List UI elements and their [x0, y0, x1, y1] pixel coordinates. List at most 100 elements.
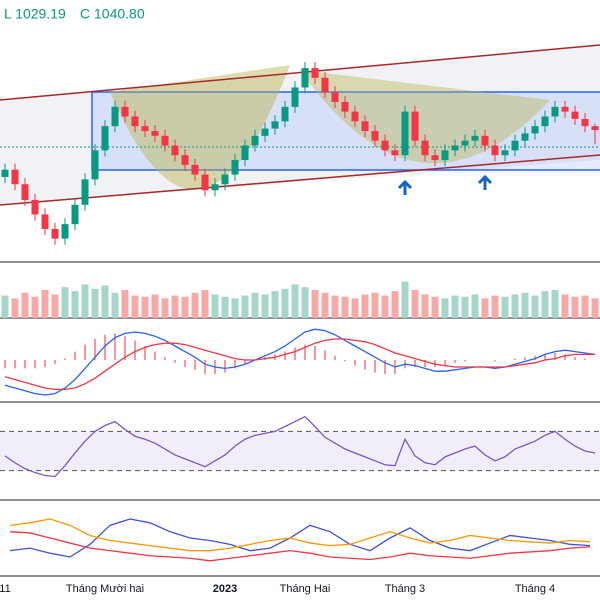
- volume-bar: [1, 295, 9, 318]
- candle-body: [341, 101, 349, 112]
- volume-bar: [391, 291, 399, 318]
- volume-bar: [91, 288, 99, 318]
- candle-body: [1, 169, 9, 177]
- volume-bar: [371, 292, 379, 318]
- candle-body: [331, 92, 339, 102]
- candle-body: [71, 204, 79, 225]
- volume-bar: [521, 292, 529, 318]
- volume-bar: [511, 294, 519, 318]
- volume-bar: [441, 298, 449, 318]
- volume-bar: [251, 292, 259, 318]
- volume-bar: [591, 298, 599, 318]
- candle-body: [521, 133, 529, 141]
- x-tick-label: Tháng 3: [385, 583, 425, 595]
- x-tick-label: Tháng Mười hai: [66, 583, 144, 595]
- candle-body: [241, 145, 249, 161]
- volume-bar: [231, 298, 239, 318]
- x-tick-label: 11: [0, 583, 11, 595]
- volume-bar: [81, 284, 89, 318]
- candle-body: [231, 160, 239, 175]
- volume-bar: [561, 294, 569, 318]
- candle-body: [41, 214, 49, 229]
- candle-body: [171, 145, 179, 156]
- volume-bar: [191, 292, 199, 318]
- volume-bar: [51, 294, 59, 318]
- indicator-line: [4, 338, 595, 391]
- volume-bar: [401, 281, 409, 318]
- candle-body: [121, 106, 129, 117]
- candle-body: [141, 126, 149, 131]
- volume-bar: [11, 298, 19, 318]
- candle-body: [101, 126, 109, 151]
- arrow: [397, 179, 413, 195]
- cup-shape: [110, 65, 290, 190]
- volume-bar: [291, 284, 299, 318]
- candle-body: [401, 111, 409, 156]
- candle-body: [191, 164, 199, 175]
- volume-bar: [451, 295, 459, 318]
- volume-bar: [241, 295, 249, 318]
- candle-body: [31, 199, 39, 215]
- volume-bar: [31, 296, 39, 318]
- volume-bar: [541, 291, 549, 318]
- candle-body: [151, 131, 159, 136]
- candle-body: [591, 126, 599, 131]
- candle-body: [221, 174, 229, 185]
- volume-bar: [421, 294, 429, 318]
- volume-bar: [471, 294, 479, 318]
- candle-body: [461, 140, 469, 146]
- volume-bar: [271, 291, 279, 318]
- volume-bar: [281, 288, 289, 318]
- candle-body: [81, 179, 89, 205]
- candle-body: [411, 111, 419, 141]
- candle-body: [441, 150, 449, 161]
- indicator-line: [9, 518, 591, 558]
- candle-body: [551, 106, 559, 117]
- volume-bar: [181, 296, 189, 318]
- volume-bar: [141, 296, 149, 318]
- band-fill: [0, 431, 600, 471]
- candle-body: [351, 111, 359, 122]
- candle-body: [291, 87, 299, 107]
- candle-body: [111, 106, 119, 127]
- candle-body: [321, 77, 329, 93]
- candle-body: [481, 135, 489, 146]
- volume-bar: [481, 298, 489, 318]
- legend-bg: [0, 4, 160, 26]
- indicator-line: [4, 328, 596, 396]
- indicator-line: [4, 415, 596, 478]
- x-tick-label: 2023: [213, 583, 237, 595]
- indicator-line: [9, 518, 591, 552]
- volume-bar: [311, 290, 319, 318]
- indicator-line: [9, 531, 591, 562]
- candle-body: [211, 184, 219, 191]
- candle-body: [541, 116, 549, 127]
- candle-body: [251, 135, 259, 146]
- volume-bar: [491, 295, 499, 318]
- volume-bar: [341, 296, 349, 318]
- candle-body: [371, 131, 379, 141]
- volume-bar: [531, 295, 539, 318]
- candle-body: [431, 155, 439, 161]
- volume-bar: [361, 294, 369, 318]
- volume-bar: [41, 290, 49, 318]
- candle-body: [261, 128, 269, 136]
- channel-line: [0, 154, 600, 206]
- x-tick-label: Tháng Hai: [280, 583, 331, 595]
- volume-bar: [261, 294, 269, 318]
- volume-bar: [331, 295, 339, 318]
- channel-fill: [0, 45, 600, 205]
- volume-bar: [201, 290, 209, 318]
- volume-bar: [221, 296, 229, 318]
- candle-body: [531, 126, 539, 134]
- candle-body: [361, 121, 369, 131]
- volume-bar: [101, 285, 109, 318]
- volume-bar: [351, 298, 359, 318]
- candle-body: [201, 174, 209, 191]
- candle-body: [131, 116, 139, 127]
- candle-body: [21, 184, 29, 200]
- volume-bar: [301, 287, 309, 318]
- candle-body: [391, 150, 399, 156]
- candle-body: [301, 68, 309, 88]
